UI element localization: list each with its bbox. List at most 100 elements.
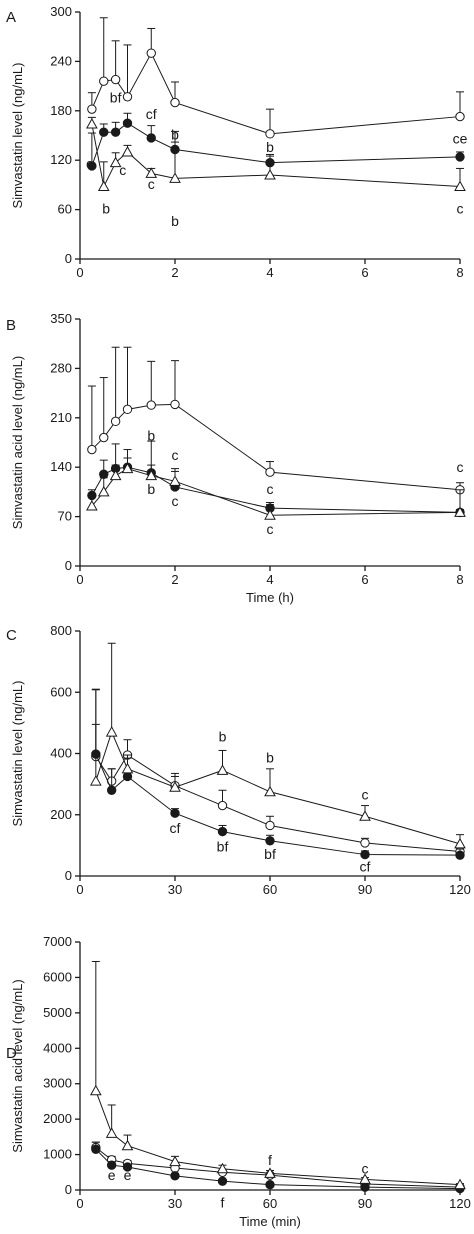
significance-label: c <box>362 786 369 802</box>
series-filled-circle <box>91 1141 465 1194</box>
y-tick-label: 280 <box>50 360 72 375</box>
data-point <box>86 499 98 511</box>
data-point <box>109 469 122 481</box>
significance-label: c <box>172 493 179 509</box>
data-point <box>264 785 276 797</box>
data-point <box>216 764 229 775</box>
data-point <box>217 800 228 811</box>
significance-label: b <box>147 427 155 443</box>
chart-panel-c: C 0 30 60 90 120 0 200 400 600 800 Simvastatin leve… <box>6 623 471 897</box>
y-tick-label: 4000 <box>43 1040 72 1055</box>
data-point <box>360 1182 370 1192</box>
x-tick-label: 90 <box>358 1196 372 1211</box>
series-open-triangle <box>86 116 466 192</box>
data-point <box>360 849 370 860</box>
data-point <box>145 167 158 178</box>
x-tick-label: 4 <box>266 265 273 280</box>
panel-label: C <box>6 627 17 644</box>
data-point <box>217 1176 228 1186</box>
chart-panel-a: A 0 2 4 6 8 0 60 120 180 240 300 Simvastatin level (… <box>6 4 468 280</box>
y-tick-label: 7000 <box>43 934 72 949</box>
significance-label: bf <box>217 839 229 855</box>
x-tick-label: 60 <box>263 1196 277 1211</box>
data-point <box>89 775 102 786</box>
data-point <box>359 810 371 821</box>
data-point <box>169 172 181 183</box>
series-filled-circle <box>87 112 465 171</box>
data-point <box>454 180 466 192</box>
x-tick-label: 90 <box>358 882 372 897</box>
series-line <box>91 403 461 491</box>
data-point <box>87 161 97 171</box>
x-tick-label: 0 <box>76 265 83 280</box>
y-tick-label: 60 <box>58 202 72 217</box>
series-filled-circle <box>91 689 465 860</box>
significance-label: c <box>457 459 464 475</box>
data-point <box>146 400 156 410</box>
x-axis-label: Time (h) <box>246 590 294 605</box>
data-point <box>121 462 134 474</box>
series-line <box>95 730 461 845</box>
data-point <box>105 1127 118 1138</box>
data-point <box>264 168 276 180</box>
data-point <box>360 838 370 848</box>
data-point <box>91 1144 101 1154</box>
y-axis-label: Simvastatin level (ng/mL) <box>10 681 25 827</box>
data-point <box>455 152 465 162</box>
y-axis-label: Simvastatin level (ng/mL) <box>10 63 25 209</box>
y-axis-label: Simvastatin acid level (ng/mL) <box>10 356 25 529</box>
data-point <box>170 97 180 108</box>
y-tick-label: 600 <box>50 684 72 699</box>
data-point <box>105 726 118 737</box>
data-point <box>264 1167 276 1178</box>
data-point <box>122 771 133 782</box>
y-tick-label: 210 <box>50 410 72 425</box>
data-point <box>169 781 181 792</box>
data-point <box>122 92 133 102</box>
significance-label: cf <box>360 858 371 874</box>
data-point <box>99 432 109 443</box>
data-point <box>121 145 134 157</box>
significance-label: b <box>266 750 274 766</box>
significance-label: c <box>362 1160 369 1176</box>
series-open-circle <box>91 1141 465 1192</box>
y-tick-label: 0 <box>65 1182 72 1197</box>
series-open-triangle <box>86 457 466 520</box>
x-tick-label: 30 <box>168 1196 182 1211</box>
data-point <box>106 1160 117 1170</box>
data-point <box>122 118 133 128</box>
significance-label: ce <box>453 131 468 147</box>
y-tick-label: 0 <box>65 558 72 573</box>
x-tick-label: 120 <box>449 1196 471 1211</box>
data-point <box>99 76 109 86</box>
data-point <box>121 762 134 774</box>
x-tick-label: 30 <box>168 882 182 897</box>
series-filled-circle <box>87 440 465 518</box>
significance-label: b <box>266 139 274 155</box>
series-line <box>91 123 461 189</box>
significance-label: b <box>147 481 155 497</box>
series-open-triangle <box>89 960 466 1190</box>
data-point <box>265 129 275 139</box>
series-open-circle <box>87 346 465 495</box>
significance-label: cf <box>146 106 157 122</box>
significance-label: c <box>267 481 274 497</box>
significance-label: b <box>219 728 227 744</box>
data-point <box>146 133 156 143</box>
data-point <box>170 399 180 410</box>
data-point <box>359 1173 371 1184</box>
significance-label: bf <box>264 846 276 862</box>
data-point <box>97 180 110 192</box>
y-tick-label: 200 <box>50 807 72 822</box>
data-point <box>87 444 97 455</box>
data-point <box>121 1139 134 1151</box>
series-line <box>95 1090 461 1186</box>
data-point <box>89 1084 102 1096</box>
data-point <box>217 826 228 837</box>
x-tick-label: 60 <box>263 882 277 897</box>
data-point <box>169 475 181 486</box>
significance-label: bf <box>110 90 122 106</box>
y-tick-label: 1000 <box>43 1147 72 1162</box>
significance-label: b <box>171 213 179 229</box>
